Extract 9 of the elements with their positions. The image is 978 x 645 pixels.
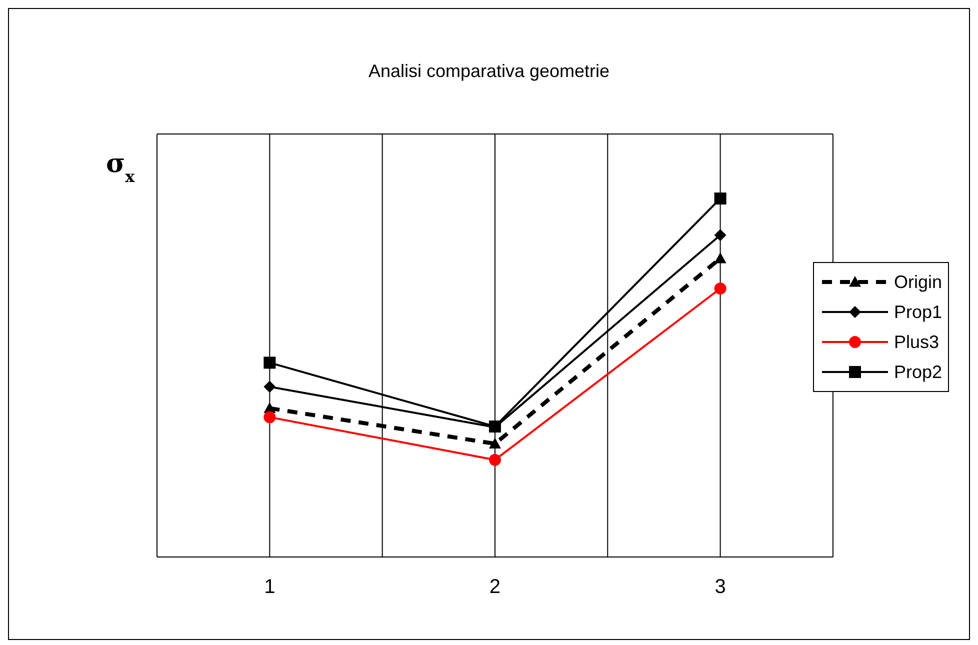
x-tick-label: 2 <box>489 576 501 598</box>
x-tick-label: 3 <box>714 576 726 598</box>
chart-title: Analisi comparativa geometrie <box>367 61 611 82</box>
legend-label: Origin <box>894 272 942 292</box>
y-axis-title: σ$_{x}$ <box>106 149 136 186</box>
x-tick-label: 1 <box>264 576 276 598</box>
legend-label: Plus3 <box>894 332 939 352</box>
legend-label: Prop1 <box>894 302 942 322</box>
legend-label: Prop2 <box>894 362 942 382</box>
